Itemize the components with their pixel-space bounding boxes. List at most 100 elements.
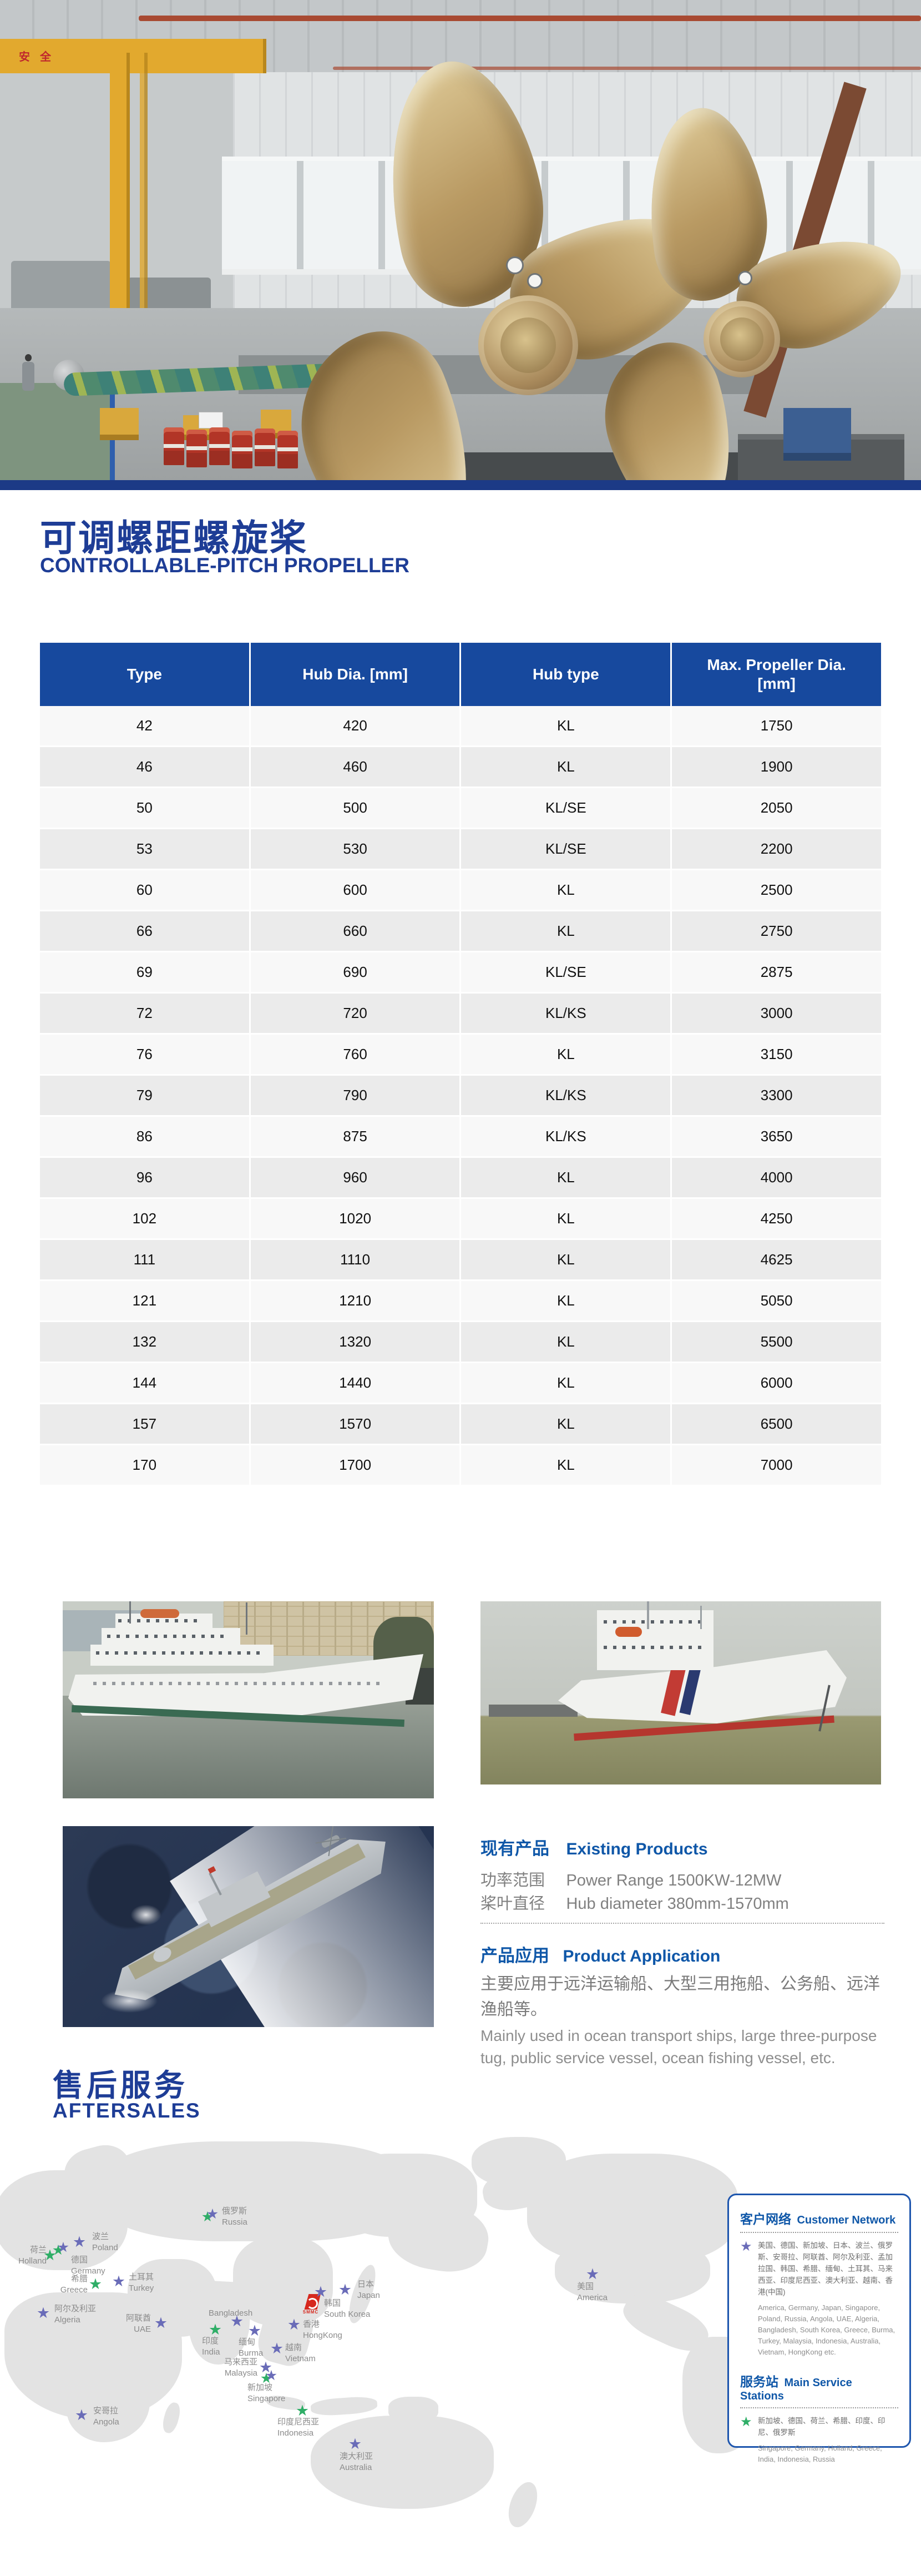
factory-propeller-photo: 安全: [0, 0, 921, 480]
map-label-australia: 澳大利亚 Australia: [340, 2452, 373, 2472]
customer-star-icon: ★: [740, 2239, 752, 2254]
table-cell: KL: [460, 1280, 672, 1322]
table-row: 42 420 KL 1750: [40, 706, 881, 747]
table-cell: 2875: [671, 951, 881, 994]
germany-star-icon: ★: [52, 2242, 65, 2258]
mast: [700, 1606, 702, 1629]
service-info-panel: 客户网络 Customer Network ★ 美国、德国、新加坡、日本、波兰、…: [727, 2194, 911, 2463]
map-label-holland: 荷兰 Holland: [18, 2245, 47, 2266]
map-label-vietnam: 越南 Vietnam: [285, 2343, 316, 2363]
table-cell: 42: [40, 706, 251, 747]
factory-pipe: [333, 67, 921, 70]
col-header-max-dia: Max. Propeller Dia. [mm]: [671, 643, 881, 706]
panel-divider: [740, 2232, 898, 2233]
table-row: 111 1110 KL 4625: [40, 1239, 881, 1281]
worker-figure: [22, 362, 34, 391]
table-row: 66 660 KL 2750: [40, 910, 881, 952]
flag: [208, 1866, 216, 1874]
table-cell: 4625: [671, 1239, 881, 1281]
indonesia-star-icon: ★: [295, 2402, 310, 2419]
table-cell: 2750: [671, 910, 881, 952]
service-star-icon: ★: [740, 2414, 752, 2429]
map-label-uae: 阿联酋 UAE: [125, 2313, 151, 2334]
table-cell: 157: [40, 1403, 251, 1445]
table-cell: 5500: [671, 1321, 881, 1363]
oil-drum: [255, 429, 275, 466]
propeller-spec-table: Type Hub Dia. [mm] Hub type Max. Propell…: [40, 643, 881, 1486]
greece-star-icon: ★: [88, 2275, 103, 2292]
germany-star-icon: ★: [57, 2240, 70, 2255]
spec-value-en: Power Range 1500KW-12MW: [566, 1872, 782, 1889]
customer-list-en: America, Germany, Japan, Singapore, Pola…: [758, 2303, 895, 2356]
lifeboat: [140, 1609, 179, 1618]
green-floor: [0, 383, 111, 480]
map-label-russia: 俄罗斯 Russia: [222, 2206, 247, 2227]
table-cell: KL: [460, 1034, 672, 1076]
table-cell: 102: [40, 1198, 251, 1240]
land-australia: [311, 2416, 494, 2509]
existing-products-heading: 现有产品 Existing Products: [480, 1834, 708, 1859]
table-cell: 3650: [671, 1116, 881, 1158]
customer-list-cn: 美国、德国、新加坡、日本、波兰、俄罗斯、安哥拉、阿联酋、阿尔及利亚、孟加拉国、韩…: [758, 2241, 893, 2296]
map-label-greece: 希腊 Greece: [60, 2274, 88, 2295]
spec-row-power: 功率范围 Power Range 1500KW-12MW: [480, 1867, 781, 1891]
ship-photo-naval-vessel: [63, 1826, 434, 2027]
table-cell: 111: [40, 1239, 251, 1281]
table-cell: 760: [250, 1034, 462, 1076]
table-cell: KL/SE: [460, 828, 672, 870]
japan-star-icon: ★: [338, 2281, 352, 2298]
service-stations-heading-en: Main Service Stations: [740, 2377, 852, 2402]
map-label-turkey: 土耳其 Turkey: [129, 2272, 154, 2293]
table-cell: 1700: [250, 1444, 462, 1486]
table-cell: 2200: [671, 828, 881, 870]
table-cell: 660: [250, 910, 462, 952]
application-text-en: Mainly used in ocean transport ships, la…: [480, 2027, 877, 2066]
table-cell: 72: [40, 992, 251, 1035]
table-cell: 790: [250, 1075, 462, 1117]
customer-network-heading-cn: 客户网络: [740, 2212, 791, 2226]
crane-leg: [140, 53, 148, 364]
service-stations-heading: 服务站 Main Service Stations: [740, 2371, 898, 2403]
table-cell: 6500: [671, 1403, 881, 1445]
table-cell: 60: [40, 869, 251, 911]
table-cell: 2050: [671, 787, 881, 829]
company-logo-marker: SMMC: [298, 2294, 323, 2315]
table-cell: 69: [40, 951, 251, 994]
service-stations-list: ★ 新加坡、德国、荷兰、希腊、印度、印尼、俄罗斯 Singapore, Germ…: [740, 2414, 898, 2465]
oil-drum: [164, 427, 184, 465]
table-cell: 5050: [671, 1280, 881, 1322]
table-cell: 50: [40, 787, 251, 829]
table-row: 46 460 KL 1900: [40, 746, 881, 788]
map-label-bangladesh: Bangladesh: [209, 2308, 253, 2318]
table-cell: 76: [40, 1034, 251, 1076]
table-row: 102 1020 KL 4250: [40, 1198, 881, 1240]
mast: [129, 1601, 131, 1624]
table-cell: KL: [460, 910, 672, 952]
table-cell: KL: [460, 869, 672, 911]
map-label-angola: 安哥拉 Angola: [93, 2406, 119, 2427]
service-list-cn: 新加坡、德国、荷兰、希腊、印度、印尼、俄罗斯: [758, 2417, 885, 2437]
bangladesh-star-icon: ★: [230, 2312, 244, 2330]
map-label-poland: 波兰 Poland: [92, 2232, 118, 2252]
table-row: 170 1700 KL 7000: [40, 1444, 881, 1486]
table-cell: KL: [460, 1239, 672, 1281]
window-row: [604, 1646, 704, 1649]
table-cell: 53: [40, 828, 251, 870]
table-row: 121 1210 KL 5050: [40, 1280, 881, 1322]
table-cell: 4000: [671, 1157, 881, 1199]
map-label-hongkong: 香港 HongKong: [303, 2320, 342, 2340]
russia-star-icon: ★: [206, 2206, 219, 2222]
page-title-en: CONTROLLABLE-PITCH PROPELLER: [40, 554, 409, 577]
table-cell: 121: [40, 1280, 251, 1322]
product-application-heading: 产品应用 Product Application: [480, 1942, 720, 1967]
col-header-hub-dia: Hub Dia. [mm]: [250, 643, 462, 706]
uae-star-icon: ★: [154, 2314, 168, 2331]
spec-label-cn: 功率范围: [480, 1872, 545, 1889]
table-cell: KL/SE: [460, 787, 672, 829]
land-africa-south: [67, 2370, 150, 2442]
crane-safety-sign: 安全: [19, 51, 61, 63]
table-cell: 960: [250, 1157, 462, 1199]
singapore-star-icon: ★: [265, 2368, 278, 2383]
lifeboat: [615, 1627, 642, 1637]
table-cell: 1020: [250, 1198, 462, 1240]
